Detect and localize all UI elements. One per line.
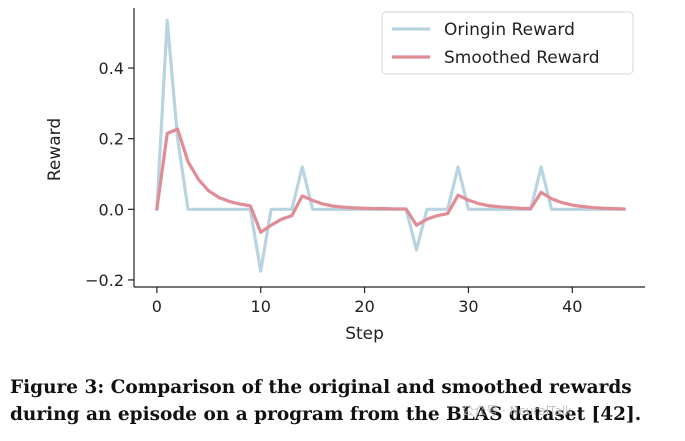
y-tick-label: 0.4 [99,59,124,78]
x-axis-title: Step [345,324,384,344]
legend-box [381,11,634,75]
legend-label: Smoothed Reward [444,48,600,68]
reward-chart: 0 10 20 30 40 −0.2 0.0 0.2 0.4 Oringin Reward Smo… [45,8,645,344]
axes: 0 10 20 30 40 −0.2 0.0 0.2 0.4 [85,8,645,316]
series-line-smoothed-reward [155,127,626,234]
legend-label: Oringin Reward [444,20,575,40]
x-tick-label: 40 [562,297,582,316]
x-tick-label: 20 [354,297,374,316]
y-tick-label: 0.2 [99,130,124,149]
series-layer [155,18,626,273]
x-tick-label: 0 [152,297,162,316]
y-tick-label: 0.0 [99,200,124,219]
watermark: 公众号 · NeuralTalk [462,404,573,418]
x-tick-label: 30 [458,297,478,316]
legend: Oringin Reward Smoothed Reward [381,11,634,75]
figure-caption: Figure 3: Comparison of the original and… [10,377,642,425]
y-tick-label: −0.2 [85,271,124,290]
x-tick-label: 10 [251,297,271,316]
y-axis-title: Reward [45,118,65,181]
